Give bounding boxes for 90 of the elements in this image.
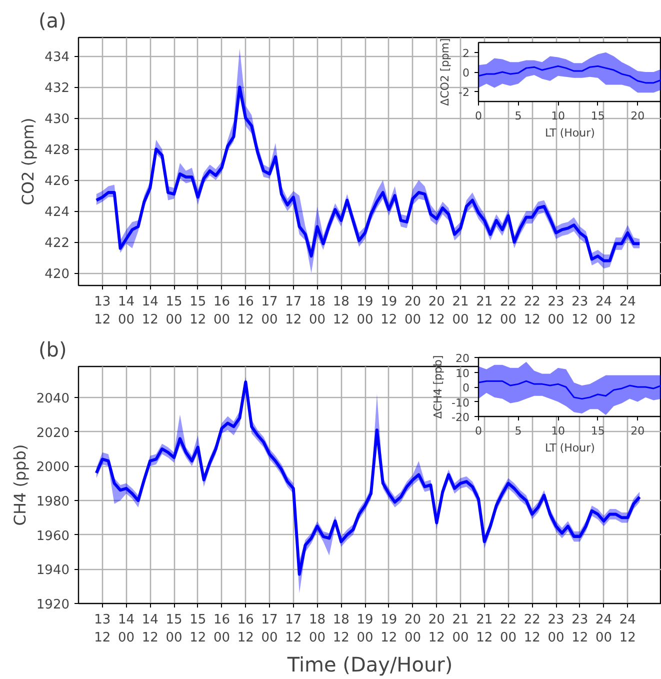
- x-tick-label: 18 00: [308, 612, 326, 646]
- y-tick-label: -20: [452, 411, 470, 424]
- x-tick-label: 21 12: [476, 294, 493, 328]
- x-tick-label: 16 00: [213, 612, 230, 646]
- x-tick-label: 22 12: [524, 612, 540, 646]
- x-tick-label: 14 00: [118, 612, 135, 646]
- x-tick-label: 24 12: [619, 612, 636, 646]
- x-tick-label: 17 12: [285, 294, 302, 328]
- line-series: [478, 65, 661, 84]
- y-tick-label: 1980: [36, 494, 70, 510]
- x-tick-label: 23 12: [572, 612, 588, 646]
- y-tick-label: 424: [44, 205, 70, 220]
- y-tick-label: 1920: [36, 598, 70, 612]
- x-axis-title: LT (Hour): [545, 442, 595, 454]
- x-tick-label: 0: [475, 110, 482, 122]
- x-tick-label: 22 00: [500, 612, 517, 646]
- x-tick-label: 15 12: [190, 612, 206, 646]
- y-tick-label: 434: [44, 50, 70, 66]
- x-tick-label: 19 00: [356, 294, 374, 328]
- x-tick-label: 15: [590, 424, 605, 438]
- y-axis-title: CO2 (ppm): [18, 118, 38, 206]
- chart-title: (b): [38, 338, 67, 362]
- y-tick-label: 0: [462, 66, 470, 80]
- x-tick-label: 5: [514, 424, 522, 438]
- y-tick-label: 420: [44, 267, 70, 282]
- x-axis-title: LT (Hour): [545, 126, 595, 140]
- x-tick-label: 10: [551, 424, 566, 438]
- chart-title: (a): [38, 8, 66, 32]
- x-tick-label: 21 00: [452, 294, 469, 328]
- y-tick-label: 20: [456, 352, 470, 365]
- y-tick-label: 430: [44, 112, 70, 128]
- x-tick-label: 15 00: [166, 294, 182, 328]
- x-tick-label: 15 00: [166, 612, 182, 646]
- x-tick-label: 19 12: [380, 612, 398, 646]
- y-tick-label: 422: [44, 236, 70, 252]
- x-tick-label: 22 12: [524, 294, 540, 328]
- x-tick-label: 23 12: [572, 294, 588, 328]
- x-tick-label: 16 00: [213, 294, 230, 328]
- x-tick-label: 19 00: [356, 612, 374, 646]
- x-tick-label: 5: [514, 110, 522, 122]
- x-tick-label: 18 12: [332, 294, 350, 328]
- x-tick-label: 20 12: [428, 612, 445, 646]
- x-tick-label: 20 00: [404, 294, 422, 328]
- x-tick-label: 15 12: [190, 294, 206, 328]
- y-axis-title: CH4 (ppb): [10, 444, 30, 526]
- x-tick-label: 18 12: [332, 612, 350, 646]
- x-tick-label: 22 00: [500, 294, 517, 328]
- x-tick-label: 14 00: [118, 294, 135, 328]
- x-tick-label: 13 12: [94, 612, 111, 646]
- x-tick-label: 24 00: [596, 612, 612, 646]
- y-axis-title: ΔCH4 [ppb]: [432, 355, 445, 419]
- x-tick-label: 10: [551, 110, 566, 122]
- y-tick-label: 428: [44, 143, 70, 158]
- x-tick-label: 20 00: [404, 612, 422, 646]
- x-tick-label: 16 12: [237, 612, 254, 646]
- y-tick-label: 2040: [36, 391, 70, 406]
- y-tick-label: 1960: [36, 528, 70, 544]
- x-tick-label: 20 12: [428, 294, 445, 328]
- y-axis-title: ΔCO2 [ppm]: [438, 38, 452, 106]
- y-tick-label: 2000: [36, 460, 70, 476]
- y-tick-label: 2020: [36, 426, 70, 441]
- x-tick-label: 21 00: [452, 612, 469, 646]
- y-tick-label: 426: [44, 174, 70, 190]
- y-tick-label: 432: [44, 81, 70, 96]
- y-tick-label: -10: [452, 396, 470, 410]
- x-tick-label: 14 12: [142, 612, 158, 646]
- x-axis-title: Time (Day/Hour): [286, 652, 453, 676]
- x-tick-label: 20: [630, 110, 645, 122]
- y-tick-label: -2: [458, 86, 470, 100]
- y-tick-label: 1940: [36, 563, 70, 578]
- x-tick-label: 24 12: [619, 294, 636, 328]
- y-tick-label: 10: [456, 366, 470, 380]
- line-series: [478, 380, 661, 400]
- x-tick-label: 16 12: [237, 294, 254, 328]
- x-tick-label: 15: [590, 110, 605, 122]
- x-tick-label: 20: [630, 424, 645, 438]
- x-tick-label: 17 12: [285, 612, 302, 646]
- x-tick-label: 23 00: [548, 294, 564, 328]
- y-tick-label: 0: [462, 382, 470, 394]
- x-tick-label: 14 12: [142, 294, 158, 328]
- x-tick-label: 0: [475, 424, 482, 438]
- x-tick-label: 24 00: [596, 294, 612, 328]
- x-tick-label: 18 00: [308, 294, 326, 328]
- y-tick-label: 2: [462, 46, 470, 60]
- x-tick-label: 17 00: [261, 612, 278, 646]
- x-tick-label: 13 12: [94, 294, 111, 328]
- x-tick-label: 21 12: [476, 612, 493, 646]
- x-tick-label: 23 00: [548, 612, 564, 646]
- x-tick-label: 17 00: [261, 294, 278, 328]
- x-tick-label: 19 12: [380, 294, 398, 328]
